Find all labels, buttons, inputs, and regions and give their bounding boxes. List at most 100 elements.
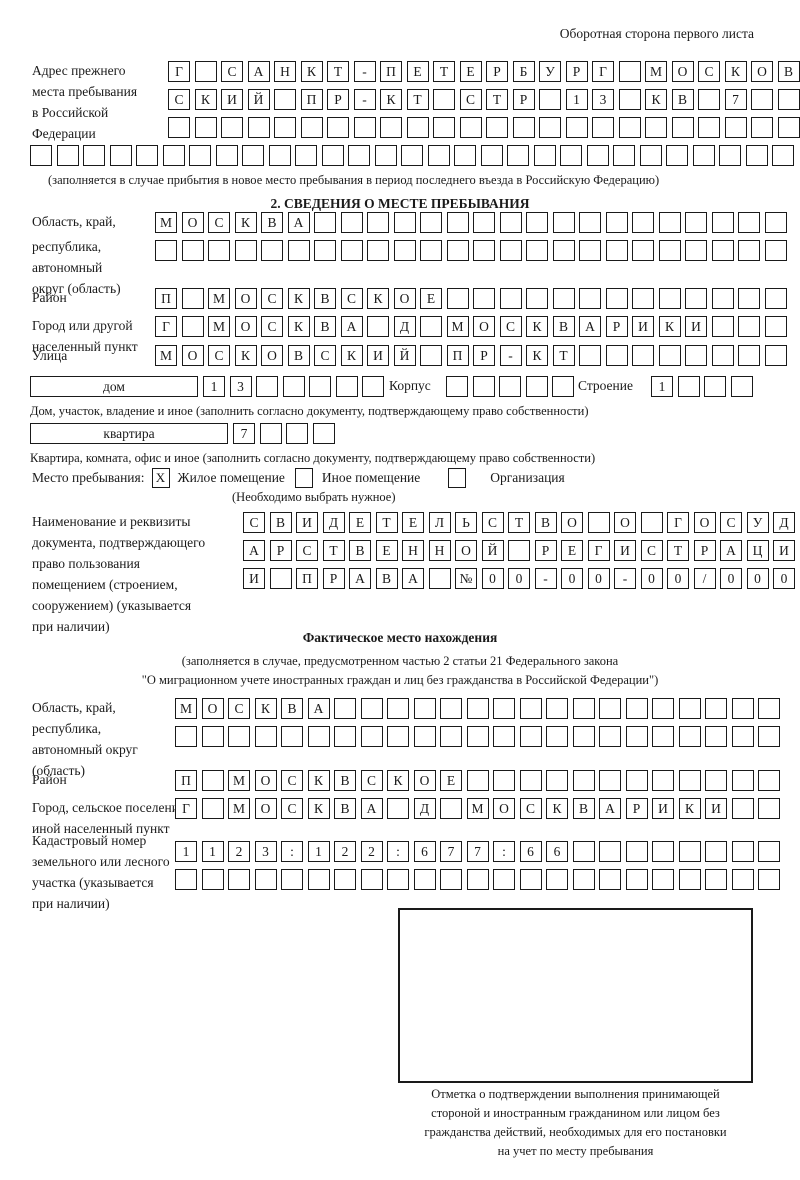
checkbox-inoe-pomeshchenie[interactable] bbox=[294, 468, 313, 488]
al-cadastral-row-1-cell-8[interactable]: 2 bbox=[360, 841, 383, 862]
al-region-row-2-cell-1[interactable] bbox=[175, 726, 197, 747]
prev-address-row-2-cell-5[interactable] bbox=[274, 89, 296, 110]
al-cadastral-row-1-cell-21[interactable] bbox=[705, 841, 727, 862]
s2-region-row-1-cell-21[interactable] bbox=[685, 212, 707, 233]
prev-address-row-3-cell-22[interactable] bbox=[724, 117, 747, 138]
s2-city-row-cell-1[interactable]: Г bbox=[155, 316, 177, 337]
al-region-row-1-cell-17[interactable] bbox=[599, 698, 621, 719]
s2-flat-cells[interactable]: 7 bbox=[233, 423, 335, 444]
s2-street-row-cell-10[interactable]: Й bbox=[393, 345, 416, 366]
prev-address-row-3[interactable] bbox=[168, 117, 800, 138]
prev-address-row-4-cell-5[interactable] bbox=[136, 145, 158, 166]
s2-flat-cells-cell-4[interactable] bbox=[312, 423, 335, 444]
s2-city-row-cell-9[interactable] bbox=[367, 316, 389, 337]
s2-doc-row-3-cell-12[interactable]: - bbox=[534, 568, 557, 589]
s2-doc-row-1-cell-7[interactable]: Е bbox=[402, 512, 424, 533]
prev-address-row-2-cell-2[interactable]: К bbox=[194, 89, 217, 110]
al-cadastral-row-2-cell-16[interactable] bbox=[572, 869, 595, 890]
s2-doc-row-2-cell-12[interactable]: Р bbox=[534, 540, 557, 561]
al-region-row-1-cell-9[interactable] bbox=[387, 698, 409, 719]
prev-address-row-1-cell-20[interactable]: О bbox=[671, 61, 694, 82]
s2-stroenie-cells-cell-1[interactable]: 1 bbox=[651, 376, 673, 397]
s2-street-row-cell-1[interactable]: М bbox=[155, 345, 177, 366]
al-cadastral-row-2-cell-19[interactable] bbox=[652, 869, 674, 890]
s2-doc-row-3-cell-5[interactable]: А bbox=[349, 568, 371, 589]
al-region-row-2-cell-22[interactable] bbox=[731, 726, 754, 747]
al-region-row-2[interactable] bbox=[175, 726, 780, 747]
al-settlement-row-cell-21[interactable]: И bbox=[705, 798, 727, 819]
s2-street-row-cell-13[interactable]: Р bbox=[473, 345, 495, 366]
al-cadastral-row-1-cell-14[interactable]: 6 bbox=[519, 841, 542, 862]
prev-address-row-4-cell-23[interactable] bbox=[613, 145, 635, 166]
prev-address-row-4-cell-8[interactable] bbox=[215, 145, 238, 166]
s2-district-row-cell-17[interactable] bbox=[579, 288, 601, 309]
s2-street-row-cell-21[interactable] bbox=[685, 345, 707, 366]
al-district-row-cell-6[interactable]: К bbox=[307, 770, 330, 791]
al-cadastral-row-2-cell-20[interactable] bbox=[678, 869, 701, 890]
al-region-row-2-cell-6[interactable] bbox=[307, 726, 330, 747]
al-region-row-2-cell-21[interactable] bbox=[705, 726, 727, 747]
al-cadastral-row-1-cell-23[interactable] bbox=[758, 841, 780, 862]
al-settlement-row-cell-15[interactable]: К bbox=[546, 798, 568, 819]
al-cadastral-row-2-cell-13[interactable] bbox=[493, 869, 515, 890]
al-settlement-row-cell-6[interactable]: К bbox=[307, 798, 330, 819]
s2-doc-row-1-cell-16[interactable] bbox=[640, 512, 663, 533]
prev-address-row-1-cell-21[interactable]: С bbox=[698, 61, 720, 82]
prev-address-row-2-cell-1[interactable]: С bbox=[168, 89, 190, 110]
al-settlement-row-cell-2[interactable] bbox=[201, 798, 224, 819]
al-cadastral-row-2-cell-6[interactable] bbox=[307, 869, 330, 890]
prev-address-row-2-cell-24[interactable] bbox=[777, 89, 800, 110]
s2-city-row-cell-18[interactable]: Р bbox=[605, 316, 628, 337]
al-district-row-cell-19[interactable] bbox=[652, 770, 674, 791]
s2-doc-row-3-cell-14[interactable]: 0 bbox=[587, 568, 610, 589]
s2-region-row-1-cell-23[interactable] bbox=[738, 212, 760, 233]
al-settlement-row-cell-12[interactable]: М bbox=[466, 798, 489, 819]
s2-doc-row-2-cell-8[interactable]: Н bbox=[428, 540, 451, 561]
prev-address-row-4-cell-21[interactable] bbox=[560, 145, 582, 166]
al-region-row-1-cell-6[interactable]: А bbox=[307, 698, 330, 719]
s2-street-row-cell-22[interactable] bbox=[711, 345, 734, 366]
s2-house-cells-cell-6[interactable] bbox=[335, 376, 358, 397]
s2-region-row-1-cell-18[interactable] bbox=[605, 212, 628, 233]
al-cadastral-row-1-cell-9[interactable]: : bbox=[387, 841, 409, 862]
prev-address-row-4-cell-15[interactable] bbox=[401, 145, 423, 166]
al-cadastral-row-1-cell-20[interactable] bbox=[678, 841, 701, 862]
s2-district-row-cell-22[interactable] bbox=[711, 288, 734, 309]
s2-region-row-1-cell-22[interactable] bbox=[711, 212, 734, 233]
s2-region-row-2-cell-8[interactable] bbox=[340, 240, 363, 261]
s2-doc-row-1-cell-21[interactable]: Д bbox=[773, 512, 795, 533]
al-cadastral-row-1-cell-11[interactable]: 7 bbox=[440, 841, 462, 862]
al-region-row-2-cell-10[interactable] bbox=[413, 726, 436, 747]
s2-doc-row-1-cell-20[interactable]: У bbox=[746, 512, 769, 533]
s2-region-row-2-cell-13[interactable] bbox=[473, 240, 495, 261]
s2-region-row-1-cell-14[interactable] bbox=[499, 212, 522, 233]
s2-doc-row-1-cell-12[interactable]: В bbox=[534, 512, 557, 533]
al-cadastral-row-1-cell-13[interactable]: : bbox=[493, 841, 515, 862]
al-region-row-2-cell-11[interactable] bbox=[440, 726, 462, 747]
s2-flat-cells-cell-1[interactable]: 7 bbox=[233, 423, 255, 444]
prev-address-row-4-cell-7[interactable] bbox=[189, 145, 211, 166]
al-settlement-row-cell-9[interactable] bbox=[387, 798, 409, 819]
al-region-row-1-cell-13[interactable] bbox=[493, 698, 515, 719]
al-region-row-2-cell-12[interactable] bbox=[466, 726, 489, 747]
al-cadastral-row-1-cell-17[interactable] bbox=[599, 841, 621, 862]
s2-city-row-cell-6[interactable]: К bbox=[287, 316, 310, 337]
al-settlement-row-cell-19[interactable]: И bbox=[652, 798, 674, 819]
s2-doc-row-2-cell-9[interactable]: О bbox=[455, 540, 477, 561]
s2-street-row-cell-23[interactable] bbox=[738, 345, 760, 366]
s2-city-row-cell-10[interactable]: Д bbox=[393, 316, 416, 337]
al-region-row-2-cell-15[interactable] bbox=[546, 726, 568, 747]
s2-doc-row-1-cell-4[interactable]: Д bbox=[322, 512, 345, 533]
s2-region-row-2-cell-24[interactable] bbox=[764, 240, 787, 261]
s2-doc-row-2-cell-3[interactable]: С bbox=[296, 540, 318, 561]
checkbox-organizatsiya[interactable] bbox=[448, 468, 467, 488]
al-cadastral-row-2-cell-4[interactable] bbox=[254, 869, 277, 890]
al-settlement-row-cell-4[interactable]: О bbox=[254, 798, 277, 819]
s2-stroenie-cells-cell-2[interactable] bbox=[677, 376, 700, 397]
s2-region-row-2-cell-12[interactable] bbox=[446, 240, 469, 261]
